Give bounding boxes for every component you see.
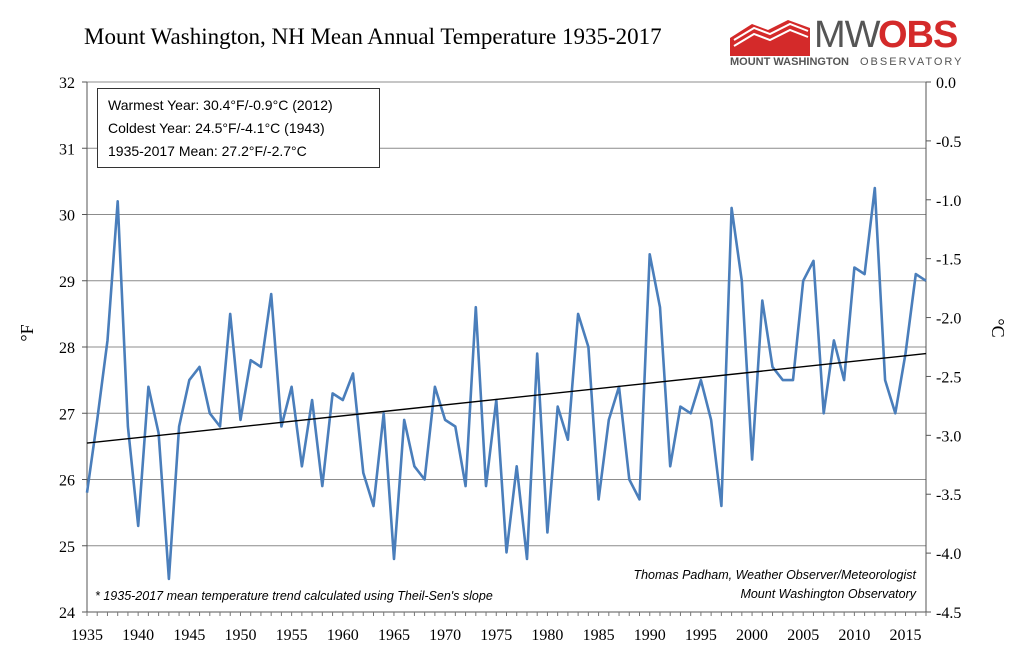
x-tick-label: 1965 [378,627,410,644]
observatory-logo: MW OBS MOUNT WASHINGTON OBSERVATORY [728,12,978,70]
axes [82,81,931,616]
temperature-series-line [85,186,927,581]
chart-title: Mount Washington, NH Mean Annual Tempera… [84,24,662,49]
y2-tick-label: -1.0 [936,193,961,210]
y2-axis-label: °C [988,318,1008,337]
y2-axis-ticks: -4.5 -4.0 -3.5 -3.0 -2.5 -2.0 -1.5 -1.0 -0.5 0.0 [936,75,961,622]
y2-tick-label: -4.0 [936,546,961,563]
x-tick-label: 1935 [71,627,103,644]
y2-tick-label: -2.5 [936,369,961,386]
y-tick-label: 28 [59,340,75,357]
trend-line [86,352,927,444]
x-tick-label: 1950 [224,627,256,644]
coldest-year-text: Coldest Year: 24.5°F/-4.1°C (1943) [108,120,325,136]
x-tick-label: 1940 [122,627,154,644]
y2-tick-label: -3.5 [936,487,961,504]
x-tick-label: 2010 [838,627,870,644]
x-tick-label: 1990 [634,627,666,644]
x-tick-label: 1970 [429,627,461,644]
logo-sub-observatory: OBSERVATORY [860,56,964,68]
mean-text: 1935-2017 Mean: 27.2°F/-2.7°C [108,143,307,159]
credit-org: Mount Washington Observatory [740,587,916,601]
x-tick-label: 1960 [327,627,359,644]
x-tick-label: 2015 [890,627,922,644]
y2-tick-label: 0.0 [936,75,956,92]
y-tick-label: 27 [59,406,75,423]
y-tick-label: 26 [59,473,75,490]
x-tick-label: 2005 [787,627,819,644]
x-tick-label: 1975 [480,627,512,644]
credit-author: Thomas Padham, Weather Observer/Meteorol… [633,568,916,582]
y2-tick-label: -1.5 [936,252,961,269]
x-tick-label: 1995 [685,627,717,644]
series-layer [85,186,927,581]
credit: Thomas Padham, Weather Observer/Meteorol… [633,566,916,604]
x-tick-label: 1955 [276,627,308,644]
y-tick-label: 25 [59,539,75,556]
y-tick-label: 31 [59,141,75,158]
logo-mw: MW [814,14,881,56]
y-tick-label: 30 [59,208,75,225]
y-axis-ticks: 24 25 26 27 28 29 30 31 32 [59,75,75,622]
y2-tick-label: -0.5 [936,134,961,151]
x-tick-label: 2000 [736,627,768,644]
x-axis-ticks: 1935 1940 1945 1950 1955 1960 1965 1970 1975 1980… [71,627,922,644]
y2-tick-label: -2.0 [936,311,961,328]
y-tick-label: 32 [59,75,75,92]
x-tick-label: 1945 [173,627,205,644]
y-axis-label: °F [17,324,37,341]
stats-box: Warmest Year: 30.4°F/-0.9°C (2012) Colde… [97,88,380,168]
warmest-year-text: Warmest Year: 30.4°F/-0.9°C (2012) [108,97,333,113]
y2-tick-label: -3.0 [936,428,961,445]
x-tick-label: 1985 [583,627,615,644]
logo-sub-mount-washington: MOUNT WASHINGTON [730,56,849,68]
logo-obs: OBS [878,14,958,56]
footnote: * 1935-2017 mean temperature trend calcu… [95,589,493,603]
y2-tick-label: -4.5 [936,605,961,622]
x-tick-label: 1980 [531,627,563,644]
y-tick-label: 29 [59,274,75,291]
y-tick-label: 24 [59,605,75,622]
mountain-logo-icon [730,20,810,56]
